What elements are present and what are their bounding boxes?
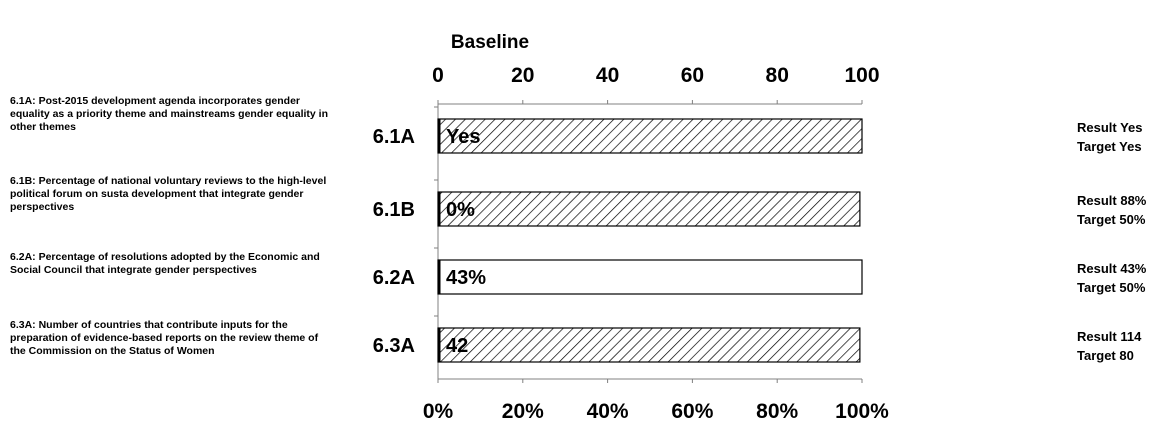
result-label: Result 88%	[1077, 193, 1147, 208]
target-label: Target 50%	[1077, 212, 1146, 227]
row-description-6-2a: 6.2A: Percentage of resolutions adopted …	[10, 251, 320, 277]
target-label: Target Yes	[1077, 139, 1142, 154]
bottom-tick-label: 20%	[502, 400, 544, 422]
chart-title: Baseline	[451, 32, 529, 53]
target-label: Target 80	[1077, 348, 1134, 363]
bar	[437, 259, 863, 295]
top-tick-label: 100	[844, 64, 879, 87]
baseline-data-label: 43%	[446, 267, 486, 289]
top-tick-label: 60	[681, 64, 704, 87]
top-tick-label: 40	[596, 64, 619, 87]
top-axis: 0 20 40 60 80 100	[432, 64, 880, 104]
top-tick-label: 0	[432, 64, 444, 87]
bottom-tick-label: 40%	[587, 400, 629, 422]
bar	[437, 327, 861, 363]
bottom-tick-label: 0%	[423, 400, 454, 422]
row-description-6-1a: 6.1A: Post-2015 development agenda incor…	[10, 95, 329, 134]
target-label: Target 50%	[1077, 280, 1146, 295]
result-label: Result Yes	[1077, 120, 1143, 135]
bottom-tick-label: 60%	[671, 400, 713, 422]
bar	[437, 118, 863, 154]
baseline-data-label: 0%	[446, 199, 475, 221]
top-tick-label: 80	[766, 64, 789, 87]
bottom-tick-label: 100%	[835, 400, 889, 422]
row-description-6-3a: 6.3A: Number of countries that contribut…	[10, 319, 319, 358]
row-code: 6.2A	[373, 267, 415, 289]
baseline-data-label: Yes	[446, 126, 480, 148]
row-code: 6.1B	[373, 199, 415, 221]
row-description-6-1b: 6.1B: Percentage of national voluntary r…	[10, 175, 327, 214]
result-label: Result 114	[1077, 329, 1142, 344]
bottom-axis: 0% 20% 40% 60% 80% 100%	[423, 379, 889, 422]
bottom-tick-label: 80%	[756, 400, 798, 422]
row-code: 6.1A	[373, 126, 415, 148]
bar	[437, 191, 861, 227]
top-tick-label: 20	[511, 64, 534, 87]
result-label: Result 43%	[1077, 261, 1147, 276]
baseline-data-label: 42	[446, 335, 468, 357]
bars: 6.1A Yes Result Yes Target Yes 6.1B 0% Result …	[373, 106, 1147, 363]
row-code: 6.3A	[373, 335, 415, 357]
